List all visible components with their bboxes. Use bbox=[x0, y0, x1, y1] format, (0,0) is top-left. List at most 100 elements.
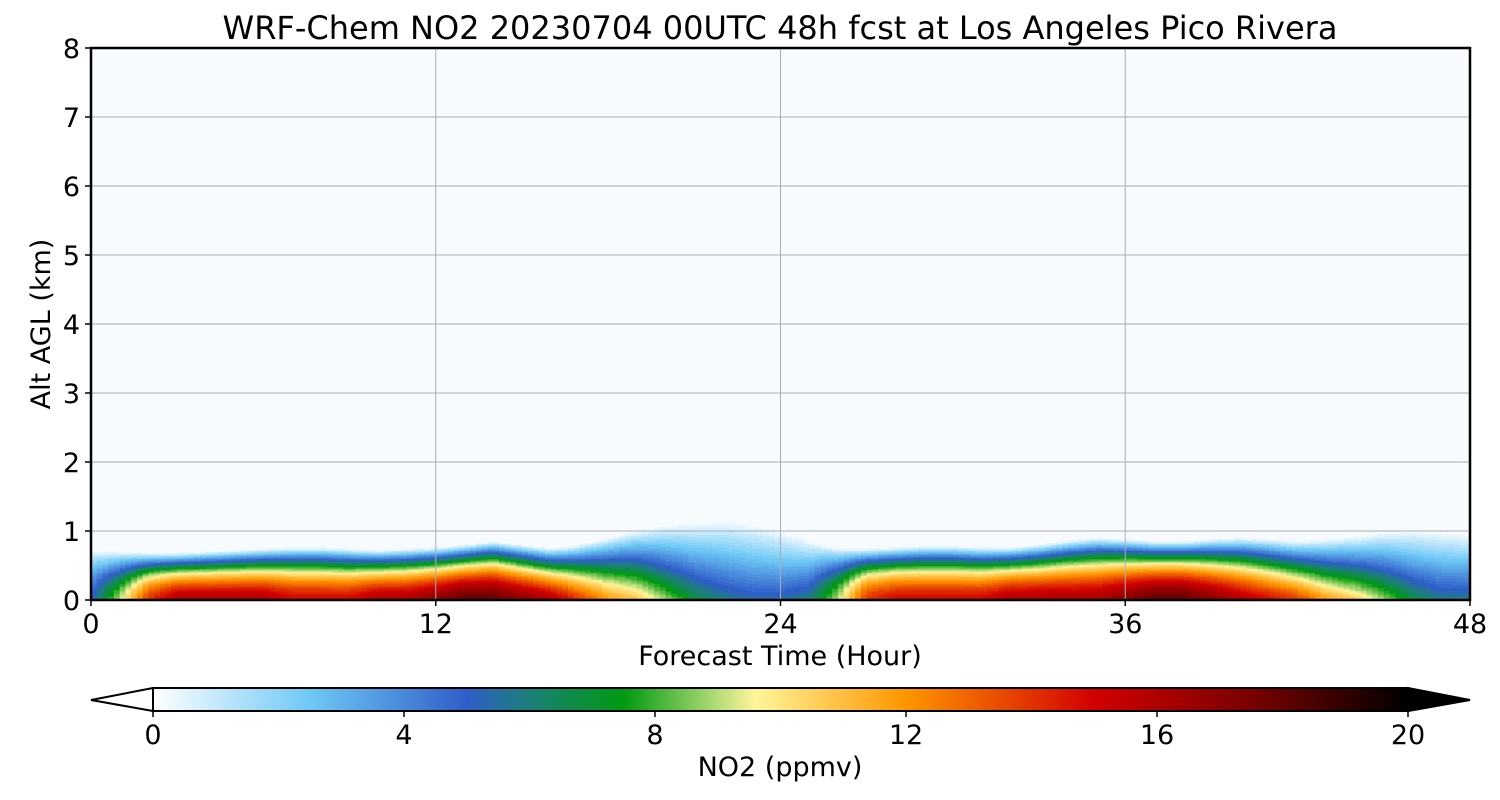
heat-cell bbox=[562, 568, 569, 571]
heat-cell bbox=[142, 593, 150, 596]
heat-cell bbox=[389, 550, 397, 553]
heat-cell bbox=[728, 561, 736, 564]
heat-cell bbox=[326, 551, 333, 554]
heat-cell bbox=[211, 558, 219, 561]
heat-cell bbox=[361, 586, 368, 589]
heat-cell bbox=[470, 548, 477, 551]
heat-cell bbox=[688, 590, 695, 593]
heat-cell bbox=[159, 572, 167, 575]
heat-cell bbox=[217, 566, 224, 569]
heat-cell bbox=[567, 548, 575, 551]
heat-cell bbox=[677, 571, 684, 573]
heat-cell bbox=[734, 554, 741, 557]
heat-cell bbox=[205, 595, 213, 598]
heat-cell bbox=[447, 583, 454, 586]
heat-cell bbox=[407, 588, 414, 591]
heat-cell bbox=[596, 591, 603, 594]
heat-cell bbox=[125, 573, 132, 576]
heat-cell bbox=[613, 579, 621, 582]
heat-cell bbox=[763, 571, 770, 573]
heat-cell bbox=[636, 566, 644, 569]
heat-cell bbox=[487, 559, 494, 562]
heat-cell bbox=[487, 576, 494, 579]
heat-cell bbox=[654, 535, 661, 538]
heat-cell bbox=[688, 554, 695, 557]
heat-cell bbox=[326, 554, 333, 557]
heat-cell bbox=[205, 591, 213, 594]
heat-cell bbox=[343, 577, 351, 580]
heat-cell bbox=[343, 558, 351, 561]
heat-cell bbox=[717, 580, 724, 583]
heat-cell bbox=[602, 561, 609, 564]
heat-cell bbox=[274, 561, 282, 564]
heat-cell bbox=[521, 554, 529, 557]
heat-cell bbox=[251, 565, 259, 568]
heat-cell bbox=[688, 531, 695, 533]
heat-cell bbox=[648, 533, 655, 536]
heat-cell bbox=[366, 595, 374, 598]
heat-cell bbox=[303, 583, 310, 586]
heat-cell bbox=[694, 551, 701, 554]
heat-cell bbox=[763, 537, 770, 540]
heat-cell bbox=[780, 551, 787, 554]
heat-cell bbox=[412, 557, 420, 560]
heat-cell bbox=[631, 597, 638, 600]
heat-cell bbox=[573, 577, 580, 580]
heat-cell bbox=[723, 539, 730, 542]
heat-cell bbox=[401, 594, 408, 597]
heat-cell bbox=[734, 542, 741, 545]
heat-cell bbox=[182, 569, 190, 572]
heat-cell bbox=[113, 557, 121, 560]
heat-cell bbox=[395, 551, 402, 554]
heat-cell bbox=[194, 586, 201, 589]
heat-cell bbox=[430, 577, 437, 580]
heat-cell bbox=[315, 582, 322, 585]
heat-cell bbox=[585, 591, 592, 594]
heat-cell bbox=[682, 561, 690, 564]
heat-cell bbox=[590, 547, 598, 550]
heat-cell bbox=[470, 562, 477, 565]
heat-cell bbox=[682, 554, 690, 557]
heat-cell bbox=[464, 597, 471, 600]
heat-cell bbox=[757, 547, 764, 550]
heat-cell bbox=[177, 582, 184, 585]
heat-cell bbox=[521, 559, 529, 562]
heat-cell bbox=[395, 558, 402, 561]
heat-cell bbox=[309, 597, 316, 600]
heat-cell bbox=[280, 569, 287, 572]
heat-cell bbox=[481, 554, 489, 557]
heat-cell bbox=[596, 551, 603, 554]
heat-cell bbox=[280, 548, 287, 551]
heat-cell bbox=[148, 594, 155, 597]
heat-cell bbox=[234, 558, 241, 561]
heat-cell bbox=[705, 528, 713, 531]
heat-cell bbox=[96, 580, 104, 583]
heat-cell bbox=[338, 593, 345, 596]
heat-cell bbox=[550, 562, 558, 565]
heat-cell bbox=[108, 583, 115, 586]
heat-cell bbox=[205, 588, 213, 591]
heat-cell bbox=[412, 590, 420, 593]
heat-cell bbox=[171, 573, 178, 576]
heat-cell bbox=[269, 597, 276, 600]
heat-cell bbox=[717, 522, 724, 525]
heat-cell bbox=[441, 562, 448, 565]
heat-cell bbox=[389, 562, 397, 565]
heat-cell bbox=[510, 555, 517, 558]
heat-cell bbox=[182, 559, 190, 562]
heat-cell bbox=[361, 579, 368, 582]
heat-cell bbox=[263, 554, 270, 557]
heat-cell bbox=[677, 540, 684, 543]
heat-cell bbox=[562, 588, 569, 591]
heat-cell bbox=[717, 561, 724, 564]
heat-cell bbox=[384, 584, 391, 587]
heat-cell bbox=[228, 583, 236, 586]
heat-cell bbox=[280, 566, 287, 569]
heat-cell bbox=[366, 573, 374, 576]
heat-cell bbox=[648, 551, 655, 554]
heat-cell bbox=[487, 571, 494, 573]
heat-cell bbox=[665, 554, 672, 557]
heat-cell bbox=[677, 551, 684, 554]
heat-cell bbox=[562, 583, 569, 586]
heat-cell bbox=[769, 577, 776, 580]
